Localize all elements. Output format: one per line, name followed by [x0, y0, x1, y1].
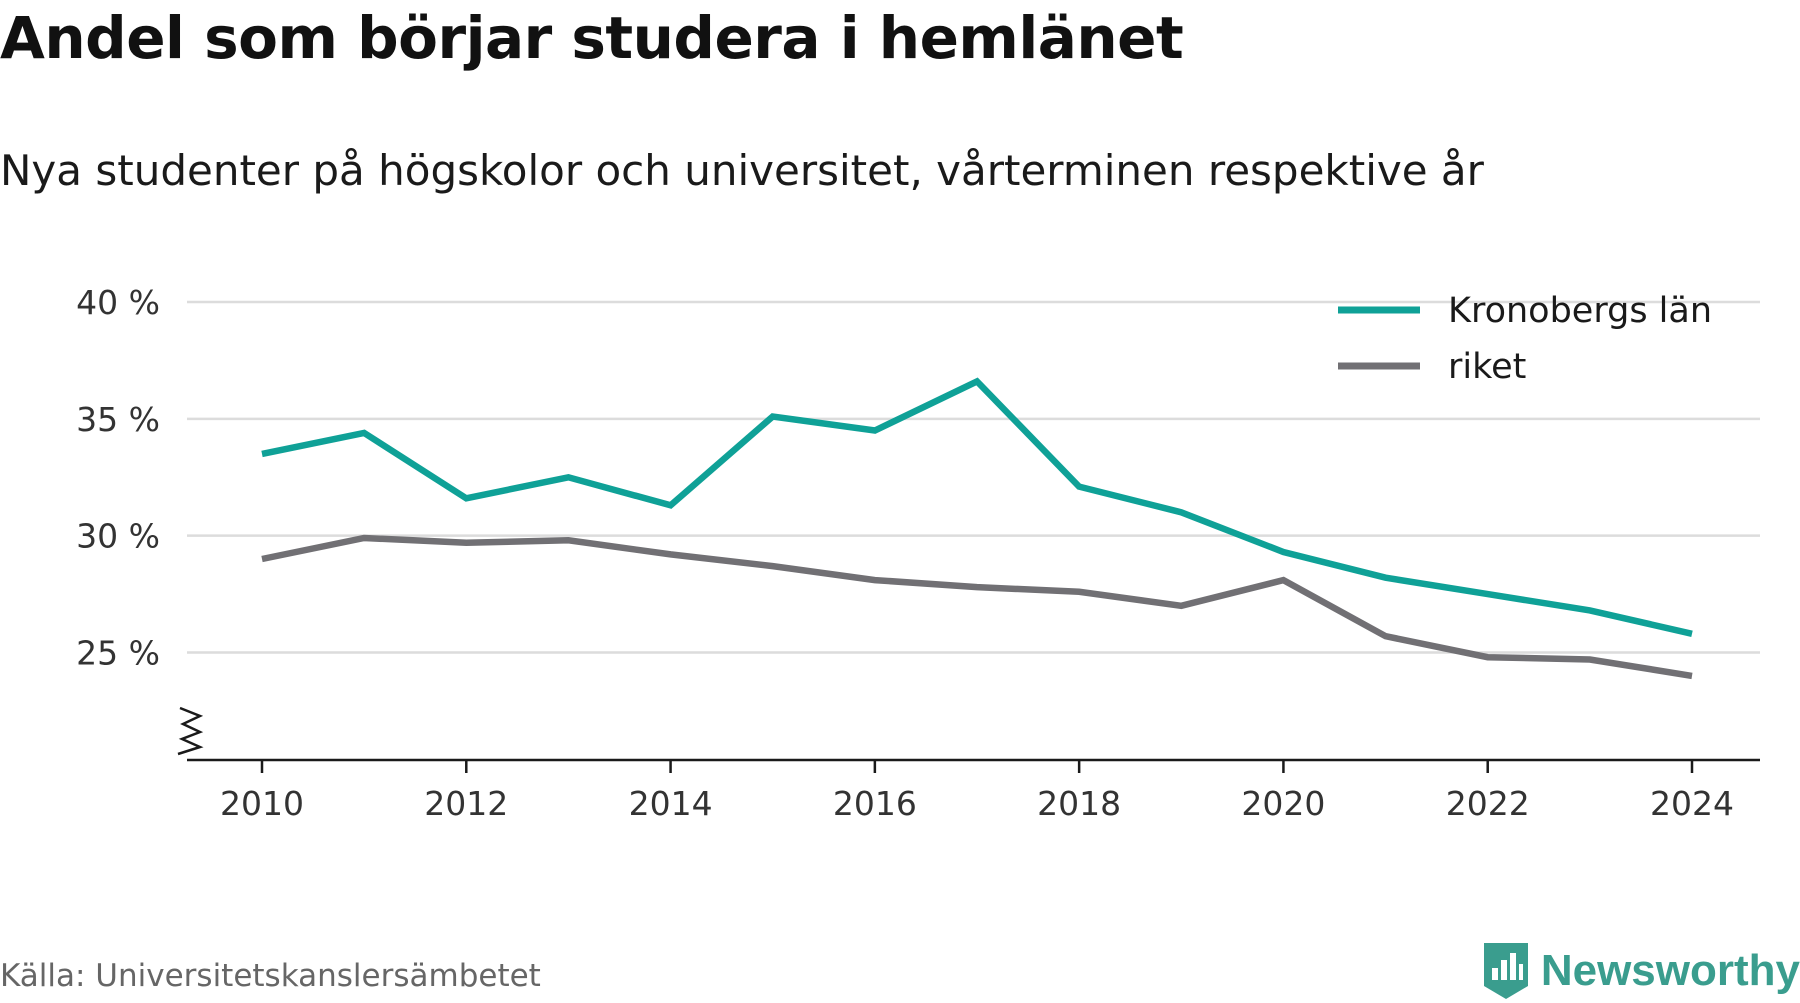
- line-chart: 25 % 30 % 35 % 40 % 2010 2012 2014 2016 2018 202…: [76, 283, 1760, 823]
- y-tick-label: 25 %: [76, 634, 160, 673]
- x-tick-label: 2024: [1650, 784, 1734, 823]
- x-tick-label: 2012: [424, 784, 508, 823]
- x-tick-label: 2022: [1446, 784, 1530, 823]
- series-line-riket: [261, 534, 1693, 680]
- series-lines: [261, 377, 1693, 680]
- y-axis-break-icon: [177, 706, 204, 756]
- source-note: Källa: Universitetskanslersämbetet: [0, 958, 541, 994]
- gridlines: [187, 300, 1760, 654]
- series-line-kronobergs-lan: [261, 377, 1693, 637]
- x-tick-label: 2014: [629, 784, 713, 823]
- x-tick-label: 2016: [833, 784, 917, 823]
- x-tick-label: 2018: [1037, 784, 1121, 823]
- y-tick-label: 30 %: [76, 517, 160, 556]
- y-tick-label: 40 %: [76, 283, 160, 322]
- chart-subtitle: Nya studenter på högskolor och universit…: [0, 146, 1484, 195]
- x-tick-label: 2010: [220, 784, 304, 823]
- legend-label: riket: [1448, 347, 1526, 387]
- brand-name: Newsworthy: [1540, 946, 1800, 995]
- x-axis-ticks: 2010 2012 2014 2016 2018 2020 2022 2024: [220, 760, 1734, 823]
- brand-logo: Newsworthy: [1481, 939, 1800, 1003]
- y-axis-ticks: 25 % 30 % 35 % 40 %: [76, 283, 160, 673]
- chart-title: Andel som börjar studera i hemlänet: [0, 4, 1184, 72]
- legend: Kronobergs län riket: [1338, 291, 1712, 387]
- y-tick-label: 35 %: [76, 400, 160, 439]
- legend-label: Kronobergs län: [1448, 291, 1712, 331]
- x-tick-label: 2020: [1241, 784, 1325, 823]
- newsworthy-logo-icon: [1483, 943, 1528, 999]
